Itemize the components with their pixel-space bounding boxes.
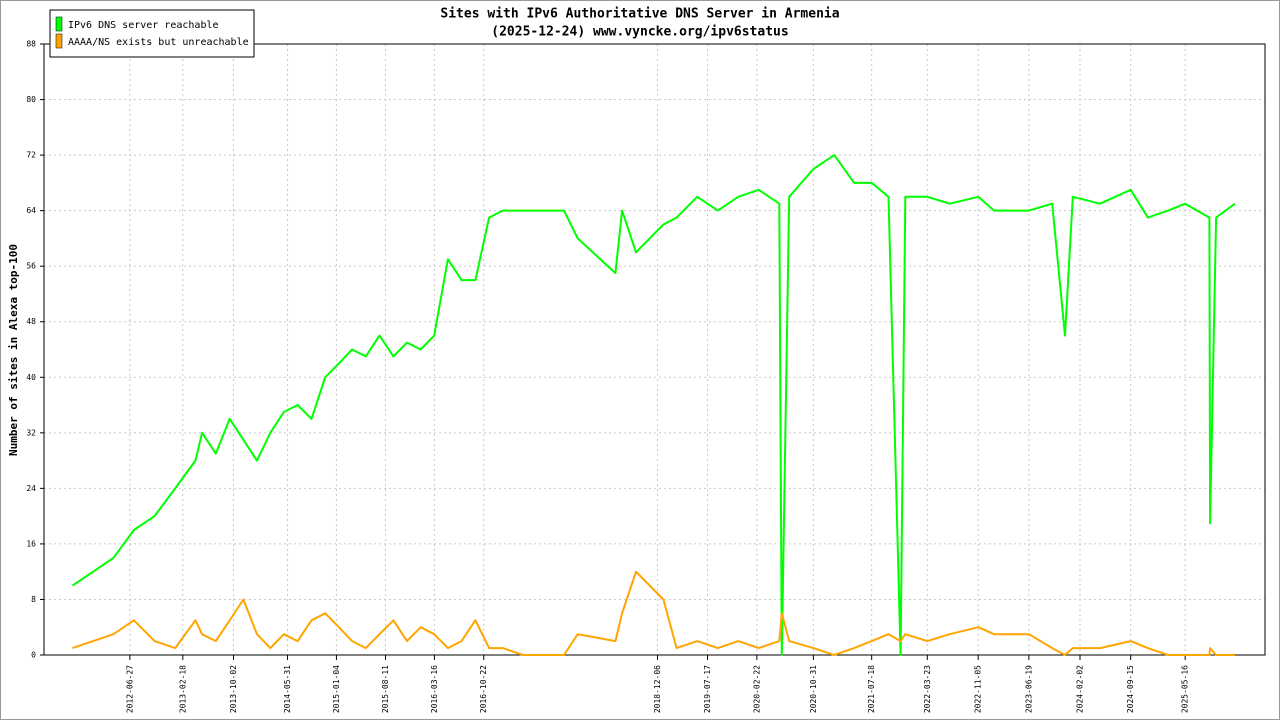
- y-tick-label: 16: [26, 539, 36, 548]
- x-tick-label: 2018-12-06: [653, 665, 662, 713]
- x-tick-label: 2023-06-19: [1024, 665, 1033, 713]
- y-tick-label: 24: [26, 484, 36, 493]
- legend-box: [49, 9, 255, 58]
- y-tick-label: 64: [26, 206, 36, 215]
- x-tick-label: 2021-07-18: [867, 665, 876, 713]
- series-line: [71, 154, 1236, 656]
- y-tick-label: 8: [31, 595, 36, 604]
- x-tick-label: 2024-02-02: [1076, 665, 1085, 713]
- legend-label: AAAA/NS exists but unreachable: [68, 37, 249, 48]
- legend-swatch: [55, 16, 63, 32]
- x-tick-label: 2013-10-02: [229, 665, 238, 713]
- x-tick-label: 2019-07-17: [703, 665, 712, 713]
- legend-swatch: [55, 33, 63, 49]
- y-tick-label: 40: [26, 373, 36, 382]
- x-tick-label: 2020-10-31: [809, 665, 818, 713]
- x-tick-label: 2025-05-16: [1181, 665, 1190, 713]
- y-tick-label: 48: [26, 317, 36, 326]
- y-tick-label: 72: [26, 151, 36, 160]
- series-line: [72, 570, 1235, 656]
- x-tick-label: 2022-03-23: [923, 665, 932, 713]
- x-tick-label: 2022-11-05: [974, 665, 983, 713]
- x-tick-label: 2016-10-22: [479, 665, 488, 713]
- chart-title: Sites with IPv6 Authoritative DNS Server…: [440, 7, 839, 22]
- x-tick-label: 2013-02-18: [178, 665, 187, 713]
- y-tick-label: 0: [31, 651, 36, 660]
- legend-label: IPv6 DNS server reachable: [68, 20, 219, 31]
- y-tick-label: 88: [26, 40, 36, 49]
- x-tick-label: 2016-03-16: [430, 665, 439, 713]
- chart-subtitle: (2025-12-24) www.vyncke.org/ipv6status: [491, 25, 788, 40]
- y-axis-label: Number of sites in Alexa top-100: [7, 244, 20, 456]
- y-tick-label: 56: [26, 262, 36, 271]
- x-tick-label: 2012-06-27: [125, 665, 134, 713]
- y-tick-label: 80: [26, 95, 36, 104]
- x-tick-label: 2014-05-31: [283, 665, 292, 713]
- x-tick-label: 2015-01-04: [332, 665, 341, 713]
- y-tick-label: 32: [26, 428, 36, 437]
- x-tick-label: 2024-09-15: [1126, 665, 1135, 713]
- plot-area: [43, 43, 1266, 656]
- x-tick-label: 2020-02-22: [752, 665, 761, 713]
- x-tick-label: 2015-08-11: [381, 665, 390, 713]
